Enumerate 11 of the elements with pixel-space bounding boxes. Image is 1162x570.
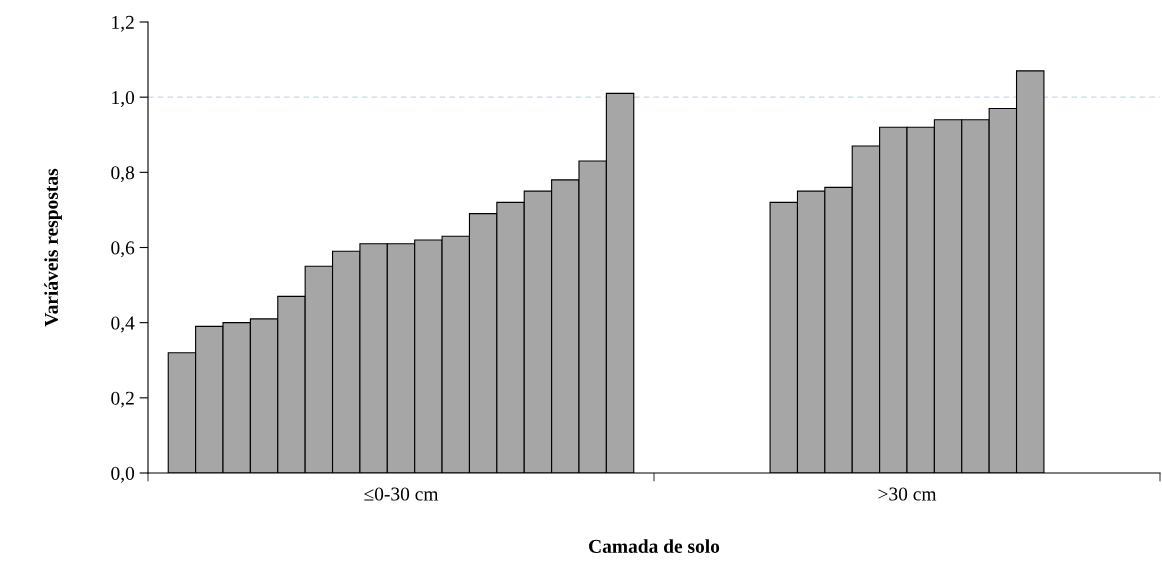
- y-tick-label: 0,4: [111, 316, 135, 333]
- y-tick-label: 0,2: [111, 391, 134, 408]
- y-tick-label: 0,0: [111, 466, 135, 483]
- y-tick-label: 0,8: [111, 166, 135, 183]
- y-tick-label: 1,0: [112, 90, 135, 107]
- x-tick-label: >30 cm: [878, 487, 937, 501]
- y-tick-label: 0,6: [111, 241, 135, 258]
- y-axis-title: Variáveis respostas: [44, 168, 62, 327]
- x-tick-label: ≤0-30 cm: [364, 487, 439, 501]
- x-axis-title: Camada de solo: [589, 539, 720, 553]
- y-tick-label: 1,2: [112, 15, 134, 32]
